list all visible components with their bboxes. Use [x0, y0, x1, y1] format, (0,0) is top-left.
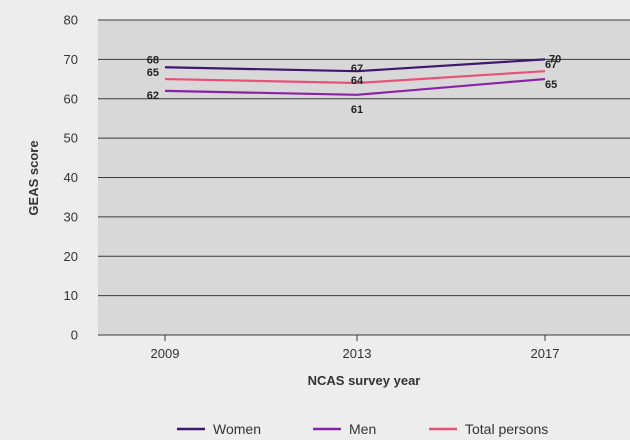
data-label: 67	[351, 63, 363, 75]
data-label: 68	[147, 54, 159, 66]
y-axis-title: GEAS score	[26, 140, 41, 215]
x-tick-label: 2017	[531, 346, 560, 361]
y-tick-label: 10	[64, 288, 78, 303]
legend-label-men: Men	[349, 421, 376, 437]
y-tick-label: 60	[64, 91, 78, 106]
data-label: 65	[147, 67, 159, 79]
y-tick-label: 80	[64, 13, 78, 28]
legend-label-women: Women	[213, 421, 261, 437]
series-line-men	[164, 77, 546, 96]
data-label: 62	[147, 90, 159, 102]
y-axis-tick-labels: 0 10 20 30 40 50 60 70 80	[64, 13, 78, 343]
data-label: 64	[351, 75, 364, 87]
y-tick-label: 20	[64, 249, 78, 264]
x-axis-tick-labels: 2009 2013 2017	[151, 335, 560, 361]
y-tick-label: 30	[64, 209, 78, 224]
y-tick-label: 40	[64, 170, 78, 185]
data-label: 65	[545, 79, 557, 91]
legend: Women Men Total persons	[177, 421, 548, 437]
data-label: 61	[351, 104, 363, 116]
y-tick-label: 50	[64, 131, 78, 146]
series-line-women	[164, 58, 546, 73]
y-tick-label: 0	[71, 328, 78, 343]
series-lines	[164, 58, 546, 96]
data-label: 67	[545, 59, 557, 71]
legend-label-total-persons: Total persons	[465, 421, 548, 437]
x-axis-title: NCAS survey year	[308, 373, 421, 388]
data-label: 70	[549, 53, 561, 65]
series-line-total-persons	[164, 70, 546, 85]
y-tick-label: 70	[64, 52, 78, 67]
x-tick-label: 2009	[151, 346, 180, 361]
x-tick-label: 2013	[343, 346, 372, 361]
gridlines	[98, 19, 630, 336]
